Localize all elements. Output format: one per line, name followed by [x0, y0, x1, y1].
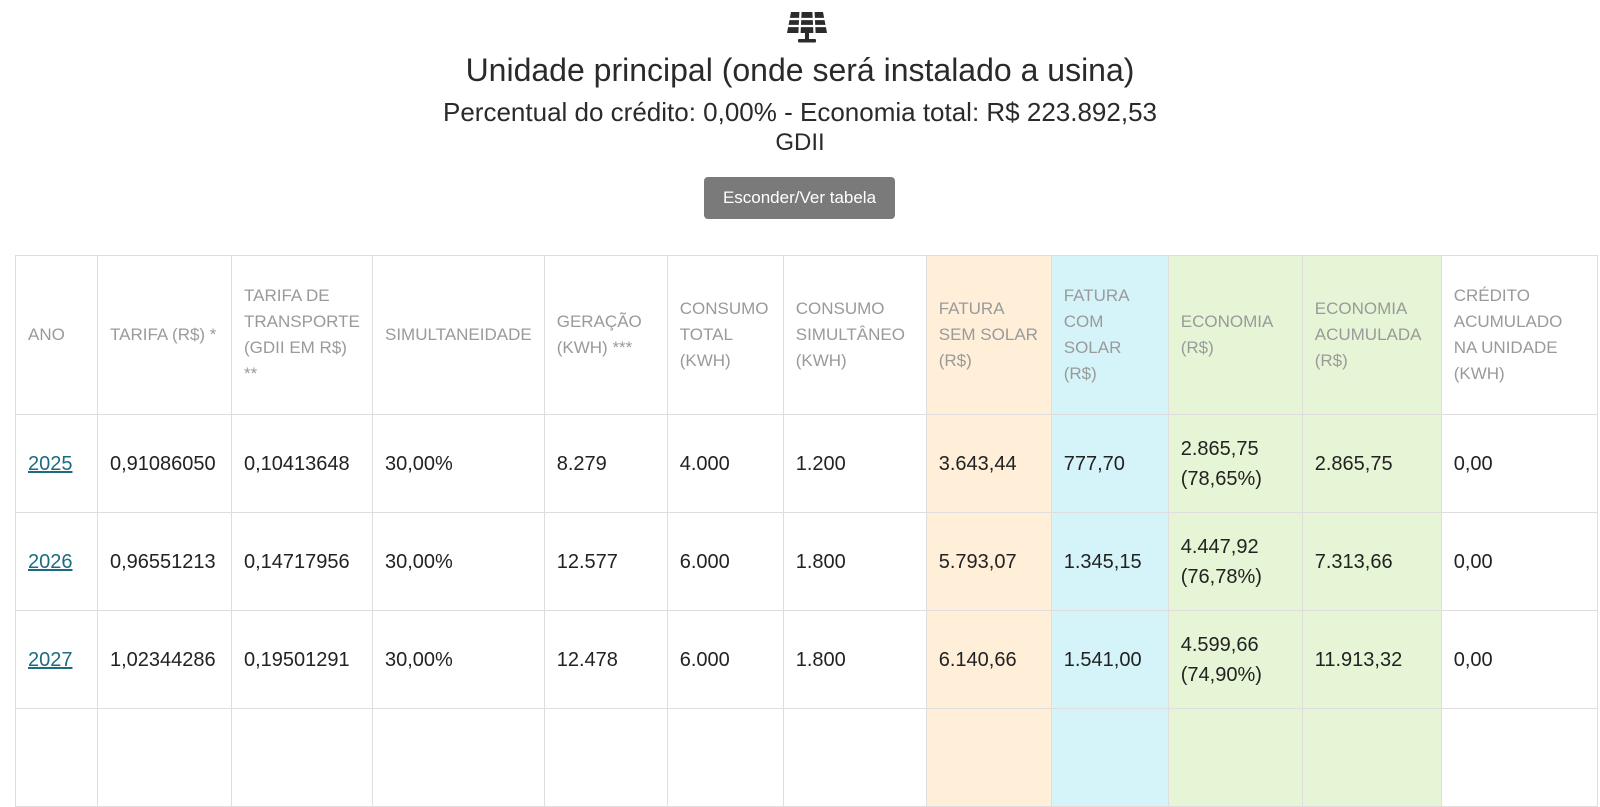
- cell-credito: 0,00: [1440, 414, 1598, 513]
- cell-consumo-total: 6.000: [666, 610, 784, 709]
- page-title: Unidade principal (onde será instalado a…: [465, 52, 1135, 88]
- cell-ano: 2027: [15, 610, 98, 709]
- cell-transporte: 0,10413648: [231, 414, 373, 513]
- economia-percent: (74,90%): [1180, 663, 1262, 686]
- cell-consumo-simultaneo: 1.800: [782, 512, 927, 611]
- table-row: 2026 0,96551213 0,14717956 30,00% 12.577…: [15, 512, 1598, 611]
- cell-economia-acumulada: 7.313,66: [1301, 512, 1442, 611]
- table-row-partial: [15, 708, 1598, 807]
- toggle-table-button[interactable]: Esconder/Ver tabela: [704, 177, 895, 219]
- solar-panel-icon: [787, 11, 827, 43]
- cell-fatura-com-solar: 1.541,00: [1050, 610, 1169, 709]
- cell-simultaneidade: 30,00%: [372, 512, 545, 611]
- col-header-economia-acumulada: ECONOMIA ACUMULADA (R$): [1301, 255, 1442, 415]
- col-header-consumo-total: CONSUMO TOTAL (KWH): [666, 255, 784, 415]
- cell-consumo-total: 4.000: [666, 414, 784, 513]
- cell-ano: 2026: [15, 512, 98, 611]
- cell-fatura-sem-solar: 5.793,07: [925, 512, 1052, 611]
- economia-percent: (78,65%): [1180, 467, 1262, 490]
- cell-economia-acumulada: 11.913,32: [1301, 610, 1442, 709]
- col-header-fatura-sem-solar: FATURA SEM SOLAR (R$): [925, 255, 1052, 415]
- col-header-geracao: GERAÇÃO (KWH) ***: [543, 255, 668, 415]
- col-header-tarifa-transporte: TARIFA DE TRANSPORTE (GDII EM R$) **: [231, 255, 373, 415]
- table-header-row: ANO TARIFA (R$) * TARIFA DE TRANSPORTE (…: [15, 255, 1598, 415]
- cell-fatura-sem-solar: 6.140,66: [925, 610, 1052, 709]
- cell-credito: 0,00: [1440, 610, 1598, 709]
- col-header-economia: ECONOMIA (R$): [1167, 255, 1303, 415]
- cell-geracao: 12.478: [543, 610, 668, 709]
- cell-economia: 2.865,75 (78,65%): [1167, 414, 1303, 513]
- table-row: 2027 1,02344286 0,19501291 30,00% 12.478…: [15, 610, 1598, 709]
- year-link[interactable]: 2026: [28, 550, 73, 573]
- year-link[interactable]: 2025: [28, 452, 73, 475]
- cell-tarifa: 0,96551213: [97, 512, 232, 611]
- economia-value: 2.865,75: [1180, 437, 1259, 460]
- projection-table: ANO TARIFA (R$) * TARIFA DE TRANSPORTE (…: [15, 255, 1598, 807]
- cell-economia: 4.599,66 (74,90%): [1167, 610, 1303, 709]
- cell-tarifa: 0,91086050: [97, 414, 232, 513]
- cell-economia: 4.447,92 (76,78%): [1167, 512, 1303, 611]
- cell-simultaneidade: 30,00%: [372, 414, 545, 513]
- projection-table-wrapper: ANO TARIFA (R$) * TARIFA DE TRANSPORTE (…: [15, 255, 1598, 807]
- cell-credito: 0,00: [1440, 512, 1598, 611]
- cell-fatura-sem-solar: 3.643,44: [925, 414, 1052, 513]
- cell-tarifa: 1,02344286: [97, 610, 232, 709]
- col-header-tarifa: TARIFA (R$) *: [97, 255, 232, 415]
- economia-value: 4.599,66: [1180, 633, 1259, 656]
- cell-simultaneidade: 30,00%: [372, 610, 545, 709]
- col-header-fatura-com-solar: FATURA COM SOLAR (R$): [1050, 255, 1169, 415]
- cell-consumo-simultaneo: 1.800: [782, 610, 927, 709]
- cell-economia-acumulada: 2.865,75: [1301, 414, 1442, 513]
- cell-geracao: 12.577: [543, 512, 668, 611]
- col-header-simultaneidade: SIMULTANEIDADE: [372, 255, 545, 415]
- year-link[interactable]: 2027: [28, 648, 73, 671]
- col-header-credito-acumulado: CRÉDITO ACUMULADO NA UNIDADE (KWH): [1440, 255, 1598, 415]
- table-row: 2025 0,91086050 0,10413648 30,00% 8.279 …: [15, 414, 1598, 513]
- economia-percent: (76,78%): [1180, 565, 1262, 588]
- col-header-consumo-simultaneo: CONSUMO SIMULTÂNEO (KWH): [782, 255, 927, 415]
- cell-consumo-simultaneo: 1.200: [782, 414, 927, 513]
- economia-value: 4.447,92: [1180, 535, 1259, 558]
- cell-consumo-total: 6.000: [666, 512, 784, 611]
- cell-transporte: 0,19501291: [231, 610, 373, 709]
- cell-ano: 2025: [15, 414, 98, 513]
- cell-fatura-com-solar: 1.345,15: [1050, 512, 1169, 611]
- cell-geracao: 8.279: [543, 414, 668, 513]
- modality-label: GDII: [775, 129, 825, 156]
- credit-summary: Percentual do crédito: 0,00% - Economia …: [443, 97, 1157, 127]
- col-header-ano: ANO: [15, 255, 98, 415]
- cell-fatura-com-solar: 777,70: [1050, 414, 1169, 513]
- cell-transporte: 0,14717956: [231, 512, 373, 611]
